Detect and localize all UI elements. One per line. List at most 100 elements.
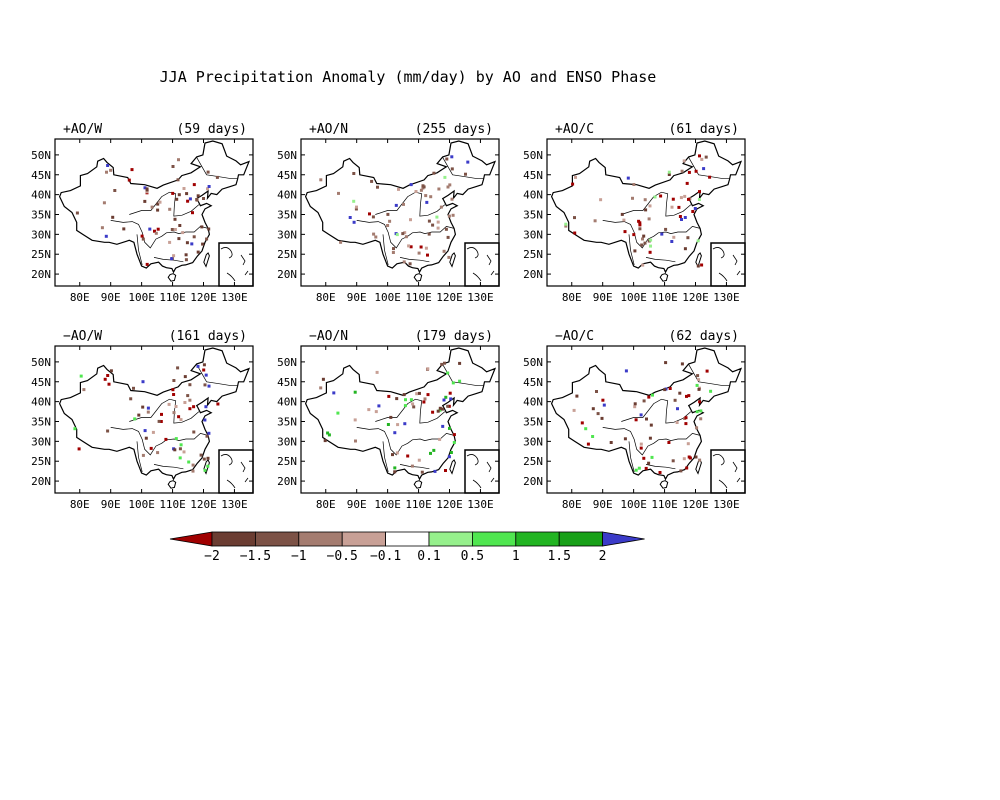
station-marker bbox=[444, 227, 448, 231]
station-marker bbox=[353, 390, 357, 394]
station-marker bbox=[685, 181, 689, 185]
station-marker bbox=[444, 395, 448, 399]
river-line bbox=[602, 427, 701, 456]
station-marker bbox=[575, 394, 579, 398]
station-marker bbox=[408, 262, 412, 266]
station-marker bbox=[591, 407, 595, 411]
station-marker bbox=[702, 167, 706, 171]
station-marker bbox=[685, 394, 688, 398]
station-marker bbox=[192, 235, 196, 239]
station-marker bbox=[171, 165, 175, 168]
station-marker bbox=[449, 397, 453, 401]
station-marker bbox=[683, 194, 687, 198]
station-marker bbox=[602, 403, 606, 407]
station-marker bbox=[410, 464, 414, 468]
station-marker bbox=[634, 468, 638, 472]
lat-tick-label: 40N bbox=[277, 396, 297, 409]
station-marker bbox=[683, 247, 687, 251]
station-marker bbox=[107, 382, 111, 386]
station-marker bbox=[634, 418, 638, 422]
station-marker bbox=[440, 362, 444, 366]
colorbar-bin bbox=[385, 531, 430, 547]
station-marker bbox=[418, 391, 421, 395]
lon-tick-label: 80E bbox=[562, 498, 582, 511]
river-line bbox=[129, 398, 200, 424]
lat-tick-label: 35N bbox=[523, 208, 543, 221]
colorbar-label: −1 bbox=[291, 549, 307, 564]
station-marker bbox=[143, 199, 147, 203]
panel-days: (59 days) bbox=[177, 122, 247, 137]
station-marker bbox=[371, 215, 375, 219]
station-marker bbox=[177, 158, 180, 162]
lat-tick-label: 35N bbox=[277, 415, 297, 428]
station-marker bbox=[133, 417, 137, 421]
south-china-sea-inset bbox=[710, 449, 746, 494]
station-marker bbox=[396, 423, 400, 427]
station-marker bbox=[184, 258, 188, 262]
station-marker bbox=[109, 168, 113, 172]
figure-title: JJA Precipitation Anomaly (mm/day) by AO… bbox=[160, 68, 657, 86]
station-marker bbox=[411, 402, 415, 406]
lat-tick-label: 35N bbox=[277, 208, 297, 221]
colorbar-bin bbox=[341, 531, 387, 547]
station-marker bbox=[670, 205, 674, 209]
station-marker bbox=[452, 433, 456, 437]
map-frame bbox=[300, 345, 500, 494]
lat-tick-label: 45N bbox=[523, 376, 543, 389]
colorbar-label: 1 bbox=[512, 549, 520, 564]
station-marker bbox=[105, 170, 108, 174]
station-marker bbox=[402, 260, 406, 264]
station-marker bbox=[643, 241, 647, 245]
station-marker bbox=[319, 178, 323, 182]
station-marker bbox=[433, 469, 437, 473]
station-marker bbox=[650, 455, 654, 459]
station-marker bbox=[156, 451, 160, 455]
map-frame bbox=[546, 345, 746, 494]
station-marker bbox=[332, 391, 336, 395]
station-marker bbox=[407, 244, 411, 248]
station-marker bbox=[374, 410, 378, 414]
station-marker bbox=[564, 222, 568, 226]
station-marker bbox=[695, 410, 699, 414]
station-marker bbox=[327, 433, 331, 437]
station-marker bbox=[420, 470, 424, 474]
map-panels: +AO/W (59 days) 50N 45N 40N 35N 30N 25N 20N 80E 90… bbox=[31, 122, 746, 511]
station-marker bbox=[564, 224, 568, 228]
station-marker bbox=[441, 424, 445, 428]
station-marker bbox=[182, 187, 186, 190]
lon-tick-label: 120E bbox=[190, 291, 217, 304]
station-marker bbox=[321, 377, 325, 381]
panel-days: (61 days) bbox=[669, 122, 739, 137]
station-marker bbox=[132, 386, 135, 390]
panel-label: +AO/W bbox=[63, 122, 102, 137]
river-line bbox=[375, 398, 446, 424]
station-marker bbox=[129, 397, 133, 401]
station-marker bbox=[436, 226, 440, 230]
lon-tick-label: 120E bbox=[682, 291, 709, 304]
station-marker bbox=[632, 233, 636, 237]
river-line bbox=[399, 257, 430, 263]
colorbar-bin bbox=[558, 531, 604, 547]
station-marker bbox=[641, 263, 645, 267]
panel-label: −AO/C bbox=[555, 329, 594, 344]
station-marker bbox=[698, 458, 702, 462]
lat-tick-label: 20N bbox=[31, 268, 51, 281]
station-marker bbox=[207, 227, 211, 231]
station-marker bbox=[404, 235, 408, 239]
panel-label: −AO/W bbox=[63, 329, 102, 344]
lon-tick-label: 80E bbox=[70, 291, 90, 304]
station-marker bbox=[645, 417, 648, 421]
colorbar-label: −0.5 bbox=[327, 549, 358, 564]
station-marker bbox=[199, 453, 203, 457]
station-marker bbox=[140, 234, 144, 238]
lon-tick-label: 110E bbox=[159, 498, 186, 511]
station-marker bbox=[448, 391, 452, 395]
station-marker bbox=[623, 230, 627, 234]
colorbar-label: 0.1 bbox=[417, 549, 440, 564]
station-marker bbox=[415, 392, 419, 396]
lat-tick-label: 45N bbox=[277, 376, 297, 389]
station-marker bbox=[192, 405, 196, 409]
panel-days: (255 days) bbox=[415, 122, 493, 137]
lon-tick-label: 80E bbox=[70, 498, 90, 511]
